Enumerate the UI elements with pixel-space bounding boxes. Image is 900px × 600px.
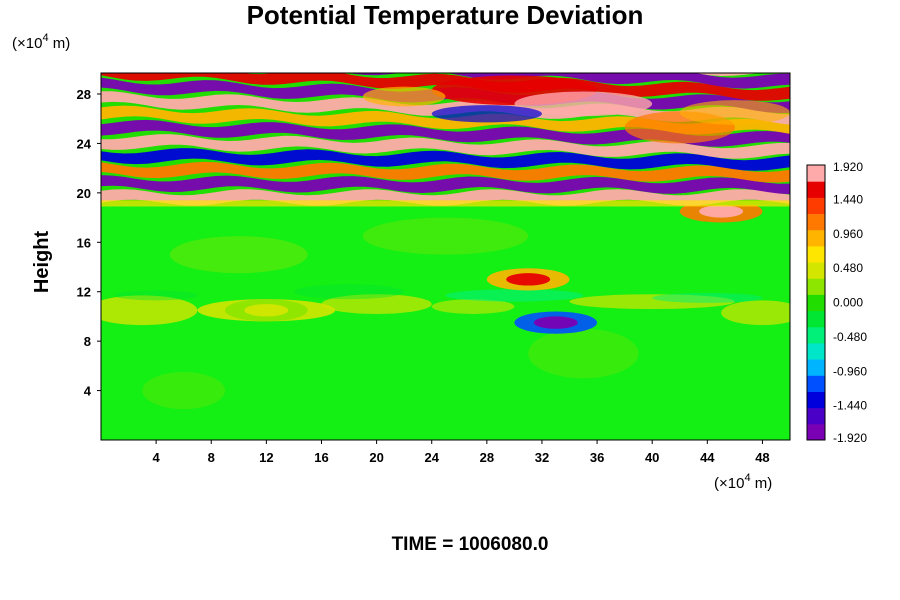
field-band <box>101 161 790 183</box>
field-patch <box>142 372 226 410</box>
x-axis-ticks: 4 8 12 16 20 24 28 32 36 40 44 48 <box>153 440 770 465</box>
field-boundary <box>101 200 790 207</box>
field-patch <box>362 86 446 107</box>
field-patch <box>293 284 405 300</box>
x-tick-label: 28 <box>480 450 494 465</box>
x-tick-label: 4 <box>153 450 161 465</box>
y-tick-label: 16 <box>77 235 91 250</box>
y-tick-label: 12 <box>77 285 91 300</box>
x-axis-unit: (×104 m) <box>714 472 772 492</box>
heatmap-field <box>101 73 790 410</box>
field-band <box>101 105 790 135</box>
colorbar-frame <box>806 164 826 441</box>
field-band <box>348 73 790 89</box>
colorbar-swatch <box>807 181 825 198</box>
field-band <box>101 175 790 195</box>
x-tick-label: 40 <box>645 450 659 465</box>
colorbar-label: 0.960 <box>833 227 863 241</box>
x-tick-label: 44 <box>700 450 715 465</box>
time-label: TIME = 1006080.0 <box>392 534 549 555</box>
colorbar-swatch <box>807 278 825 295</box>
colorbar-labels: 1.920 1.440 0.960 0.480 0.000 -0.480 -0.960 -1.… <box>833 160 867 445</box>
field-band <box>101 119 790 147</box>
field-patch <box>244 304 289 317</box>
colorbar-label: -0.960 <box>833 364 867 378</box>
colorbar-swatch <box>807 294 825 312</box>
field-band <box>101 189 790 206</box>
x-tick-label: 16 <box>314 450 328 465</box>
colorbar-label: 0.000 <box>833 296 863 310</box>
field-band <box>695 73 761 76</box>
colorbar-swatch <box>807 310 825 328</box>
colorbar: 1.920 1.440 0.960 0.480 0.000 -0.480 -0.960 -1.… <box>806 160 867 445</box>
field-patch <box>721 300 790 326</box>
plot-area <box>100 72 791 441</box>
colorbar-label: -0.480 <box>833 330 867 344</box>
colorbar-swatch <box>807 326 825 344</box>
colorbar-swatch <box>807 375 825 392</box>
colorbar-label: -1.920 <box>833 431 867 445</box>
field-band <box>101 148 790 171</box>
colorbar-label: 1.440 <box>833 192 863 206</box>
field-band <box>101 91 790 125</box>
colorbar-swatches <box>807 165 825 441</box>
field-patch <box>506 273 551 286</box>
colorbar-swatch <box>807 407 825 425</box>
chart-title: Potential Temperature Deviation <box>247 0 644 30</box>
x-tick-label: 48 <box>755 450 769 465</box>
field-patch <box>533 316 578 329</box>
x-tick-label: 24 <box>424 450 439 465</box>
field-patch <box>699 205 744 218</box>
colorbar-swatch <box>807 229 825 247</box>
y-axis-label: Height <box>31 231 53 294</box>
y-tick-label: 8 <box>84 334 91 349</box>
plot-frame <box>100 72 791 441</box>
field-band <box>101 134 790 159</box>
x-tick-label: 12 <box>259 450 273 465</box>
colorbar-swatch <box>807 213 825 231</box>
x-tick-label: 20 <box>369 450 383 465</box>
field-patch <box>445 289 584 302</box>
colorbar-swatch <box>807 359 825 376</box>
x-tick-label: 8 <box>208 450 215 465</box>
field-patch <box>321 294 432 314</box>
y-tick-label: 28 <box>77 87 91 102</box>
field-patch <box>114 290 198 301</box>
field-patch <box>679 100 790 125</box>
y-axis-ticks: 4 8 12 16 20 24 28 <box>77 87 101 399</box>
x-tick-label: 36 <box>590 450 604 465</box>
field-patch <box>362 217 529 255</box>
colorbar-swatch <box>807 197 825 215</box>
colorbar-swatch <box>807 391 825 409</box>
colorbar-label: 0.480 <box>833 261 863 275</box>
colorbar-swatch <box>807 245 825 263</box>
y-axis-unit: (×104 m) <box>12 32 70 52</box>
field-patch <box>652 292 763 303</box>
y-tick-label: 4 <box>84 384 92 399</box>
colorbar-swatch <box>807 423 825 441</box>
colorbar-swatch <box>807 165 825 182</box>
field-patch <box>528 328 639 379</box>
x-tick-label: 32 <box>535 450 549 465</box>
colorbar-label: 1.920 <box>833 160 863 174</box>
colorbar-swatch <box>807 262 825 279</box>
y-tick-label: 20 <box>77 186 91 201</box>
colorbar-swatch <box>807 342 825 360</box>
field-patch <box>431 299 515 314</box>
field-patch <box>431 105 542 123</box>
field-patch <box>514 91 653 117</box>
y-tick-label: 24 <box>77 136 92 151</box>
colorbar-label: -1.440 <box>833 399 867 413</box>
field-patch <box>101 295 198 326</box>
field-patch <box>169 236 308 274</box>
